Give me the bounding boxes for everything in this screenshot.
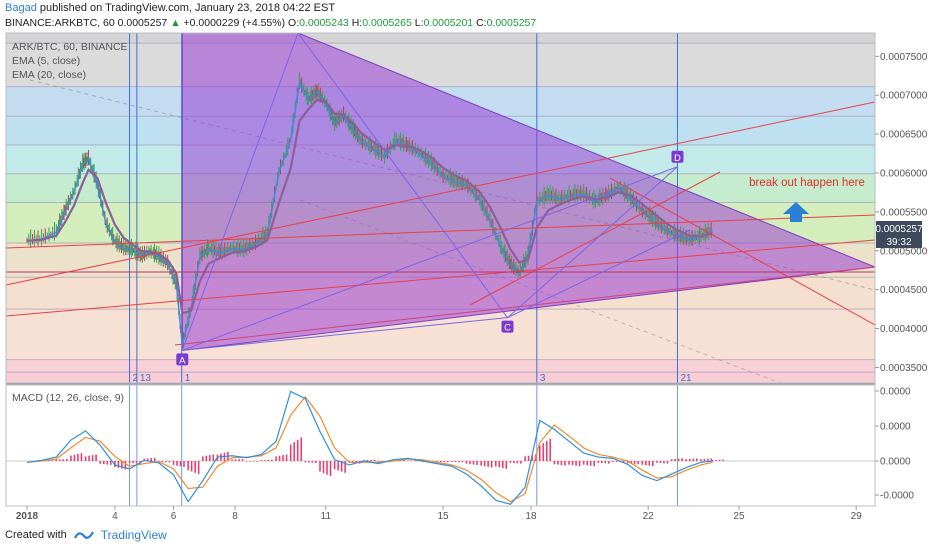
price-axis-label: 0.0005500	[880, 207, 928, 218]
legend-ema5: EMA (5, close)	[12, 55, 80, 67]
price-axis-label: 0.0006000	[880, 169, 928, 180]
pattern-point-a	[176, 353, 189, 366]
triangle-outline	[181, 33, 875, 351]
vertical-marker-label: 2	[133, 373, 139, 384]
time-axis-label: 18	[525, 511, 537, 522]
price-axis-label: 0.0007500	[880, 52, 928, 63]
time-axis-label: 2018	[16, 511, 39, 522]
price-axis[interactable]: 0.0007500 0.0007000 0.0006500 0.0006000 0.00…	[875, 52, 928, 374]
fib-band	[6, 372, 875, 383]
time-axis-label: 6	[171, 511, 177, 522]
trendline	[609, 177, 875, 326]
vertical-marker-label: 21	[680, 373, 692, 384]
pattern-line	[507, 229, 691, 319]
trendline	[6, 239, 875, 317]
fib-band	[6, 33, 875, 44]
high-label: H:	[351, 17, 363, 29]
time-axis-label: 4	[112, 511, 118, 522]
macd-label: MACD (12, 26, close, 9)	[12, 392, 124, 404]
author-link[interactable]: Bagad	[5, 2, 37, 14]
open-label: O:	[288, 17, 300, 29]
close-value: 0.0005257	[486, 17, 537, 29]
macd-axis-label: 0.0000	[880, 457, 911, 468]
change-up-icon: ▲	[170, 17, 181, 29]
breakout-annotation: break out happen here	[749, 177, 865, 189]
pattern-point-label: C	[504, 323, 511, 334]
last-price: 0.0005257	[117, 17, 168, 29]
countdown-badge-text: 39:32	[886, 237, 911, 248]
price-axis-label: 0.0004500	[880, 285, 928, 296]
publish-header: Bagad published on TradingView.com, Janu…	[5, 2, 335, 14]
pattern-point-label: D	[674, 153, 681, 164]
pattern-line	[181, 33, 299, 351]
vertical-marker-label: 13	[140, 373, 152, 384]
main-pane-frame	[5, 32, 876, 384]
price-axis-label: 0.0005000	[880, 246, 928, 257]
time-axis-label: 15	[437, 511, 449, 522]
time-axis-label: 11	[321, 511, 332, 522]
pattern-point-c	[501, 320, 514, 333]
footer: Created with TradingView	[5, 528, 167, 542]
tradingview-brand[interactable]: TradingView	[100, 528, 167, 542]
legend-ema20: EMA (20, close)	[12, 69, 86, 81]
created-with-text: Created with	[5, 529, 67, 541]
macd-axis-label: 0.0000	[880, 387, 911, 398]
low-value: 0.0005201	[423, 17, 474, 29]
time-axis[interactable]: 2018 4 6 8 11 15 18 22 25 29	[6, 505, 875, 522]
countdown-badge: 39:32	[876, 235, 922, 248]
time-axis-label: 22	[643, 511, 655, 522]
macd-axis-label: 0.0000	[880, 422, 911, 433]
price-change: +0.0000229 (+4.55%)	[183, 17, 286, 29]
macd-series	[6, 390, 875, 505]
published-text: published on TradingView.com, January 23…	[39, 2, 336, 14]
close-label: C:	[476, 17, 487, 29]
macd-axis-label: -0.0000	[880, 491, 914, 502]
pattern-line	[297, 33, 508, 318]
trendline	[469, 171, 721, 306]
open-value: 0.0005243	[299, 17, 349, 29]
pattern-line	[182, 317, 508, 351]
pattern-point-label: A	[179, 355, 186, 366]
time-axis-label: 29	[851, 511, 863, 522]
macd-axis[interactable]: 0.0000 0.0000 0.0000 -0.0000	[875, 387, 914, 502]
ohlc-header: BINANCE:ARKBTC, 60 0.0005257 ▲ +0.000022…	[5, 17, 536, 29]
fib-band	[6, 43, 875, 87]
symbol-label: BINANCE:ARKBTC, 60	[5, 17, 115, 29]
up-arrow-icon	[783, 202, 809, 222]
price-series	[26, 72, 713, 350]
annotation-group: break out happen here	[749, 177, 865, 222]
price-axis-label: 0.0006500	[880, 130, 928, 141]
trendline	[6, 214, 875, 249]
vertical-marker-label: 1	[185, 373, 191, 384]
trendline	[174, 266, 875, 346]
triangle-fill	[182, 33, 875, 351]
trendlines	[6, 33, 875, 351]
tradingview-logo-icon	[73, 531, 94, 539]
low-label: L:	[414, 17, 424, 29]
legend-title: ARK/BTC, 60, BINANCE	[12, 41, 128, 53]
trendline	[6, 101, 875, 286]
price-axis-label: 0.0007000	[880, 91, 928, 102]
time-axis-label: 8	[232, 511, 238, 522]
macd-line	[26, 390, 713, 505]
ema20-line	[26, 98, 713, 315]
high-value: 0.0005265	[362, 17, 412, 29]
last-price-badge: 0.0005257	[875, 221, 923, 235]
triangle-pattern	[181, 33, 875, 351]
pattern-line	[182, 166, 678, 351]
pattern-line	[507, 166, 678, 319]
time-axis-label: 25	[733, 511, 745, 522]
price-axis-label: 0.0003500	[880, 363, 928, 374]
price-axis-label: 0.0004000	[880, 324, 928, 335]
pattern-point-d	[671, 150, 684, 163]
pattern-points: A C D	[176, 150, 684, 366]
fib-band	[6, 359, 875, 373]
macd-pane-frame	[5, 384, 876, 507]
vertical-marker-label: 3	[540, 373, 546, 384]
last-price-badge-text: 0.0005257	[875, 224, 923, 235]
